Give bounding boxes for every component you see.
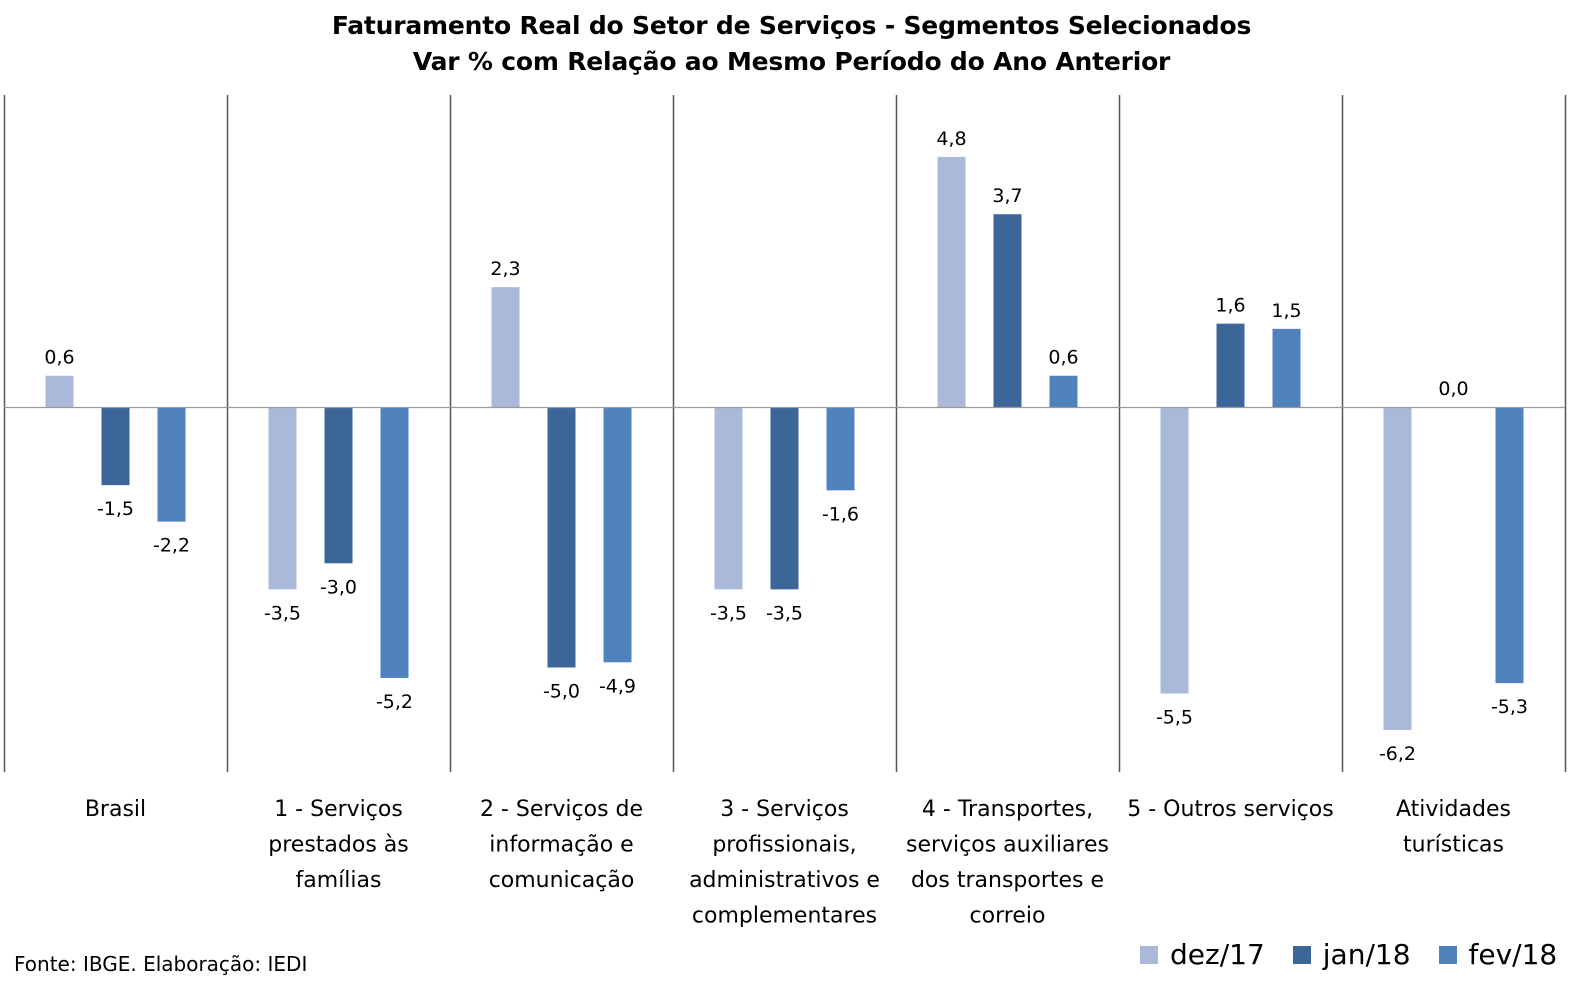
legend-swatch-dez17 (1140, 945, 1158, 964)
category-label: administrativos e (689, 868, 880, 893)
bar (1216, 323, 1245, 407)
data-label: -5,3 (1491, 696, 1528, 718)
category-label: prestados às (268, 833, 408, 858)
legend: dez/17 jan/18 fev/18 (1140, 938, 1583, 971)
category-label: comunicação (489, 868, 635, 893)
data-label: 0,0 (1438, 378, 1468, 400)
bar (993, 214, 1022, 407)
category-label: Atividades (1396, 797, 1511, 822)
data-label: -3,5 (264, 602, 301, 624)
bar (491, 287, 520, 407)
bar (380, 407, 409, 678)
category-label: serviços auxiliares (906, 833, 1109, 858)
legend-label-jan18: jan/18 (1322, 938, 1411, 971)
chart-title-block: Faturamento Real do Setor de Serviços - … (0, 8, 1583, 80)
data-label: 1,6 (1215, 295, 1245, 317)
legend-swatch-jan18 (1292, 945, 1311, 964)
data-label: -5,2 (376, 691, 413, 713)
data-label: -1,6 (822, 503, 859, 525)
chart-subtitle: Var % com Relação ao Mesmo Período do An… (412, 47, 1171, 76)
legend-item-fev18: fev/18 (1438, 938, 1558, 971)
category-label: profissionais, (712, 833, 856, 858)
category-label: 2 - Serviços de (480, 797, 643, 822)
bar (268, 407, 297, 590)
data-label: -2,2 (153, 535, 190, 557)
data-label: -3,5 (766, 602, 803, 624)
bar (547, 407, 576, 668)
source-note: Fonte: IBGE. Elaboração: IEDI (14, 952, 308, 976)
chart-title: Faturamento Real do Setor de Serviços - … (331, 11, 1252, 40)
bar (937, 156, 966, 407)
legend-label-fev18: fev/18 (1468, 938, 1558, 971)
category-label: 4 - Transportes, (922, 797, 1093, 822)
category-label: 3 - Serviços (720, 797, 849, 822)
bar (826, 407, 855, 491)
bar (101, 407, 130, 486)
data-label: -1,5 (97, 498, 134, 520)
bar (1495, 407, 1524, 684)
data-label: 3,7 (992, 185, 1022, 207)
data-label: 0,6 (44, 347, 74, 369)
data-label: -5,0 (543, 681, 580, 703)
legend-item-jan18: jan/18 (1292, 938, 1411, 971)
data-label: -4,9 (599, 675, 636, 697)
category-label: dos transportes e (911, 868, 1104, 893)
category-label: Brasil (85, 797, 146, 822)
bar (714, 407, 743, 590)
category-label: 1 - Serviços (274, 797, 403, 822)
bar (45, 375, 74, 407)
bar (1049, 375, 1078, 407)
data-label: 4,8 (936, 128, 966, 150)
bar (770, 407, 799, 590)
category-label: informação e (489, 833, 633, 858)
bar (1272, 328, 1301, 407)
data-label: 0,6 (1048, 347, 1078, 369)
bar (603, 407, 632, 663)
category-label: correio (970, 904, 1046, 929)
legend-item-dez17: dez/17 (1140, 938, 1265, 971)
category-label: turísticas (1403, 833, 1504, 858)
legend-swatch-fev18 (1438, 945, 1457, 964)
data-label: -3,5 (710, 602, 747, 624)
legend-label-dez17: dez/17 (1170, 938, 1265, 971)
data-label: -5,5 (1156, 707, 1193, 729)
bar (1383, 407, 1412, 731)
bar (324, 407, 353, 564)
category-label: complementares (692, 904, 877, 929)
bar (157, 407, 186, 522)
data-label: 1,5 (1271, 300, 1301, 322)
data-label: 2,3 (490, 258, 520, 280)
data-label: -3,0 (320, 576, 357, 598)
data-label: -6,2 (1379, 743, 1416, 765)
category-label: famílias (296, 868, 382, 893)
category-label: 5 - Outros serviços (1127, 797, 1333, 822)
bar (1160, 407, 1189, 694)
